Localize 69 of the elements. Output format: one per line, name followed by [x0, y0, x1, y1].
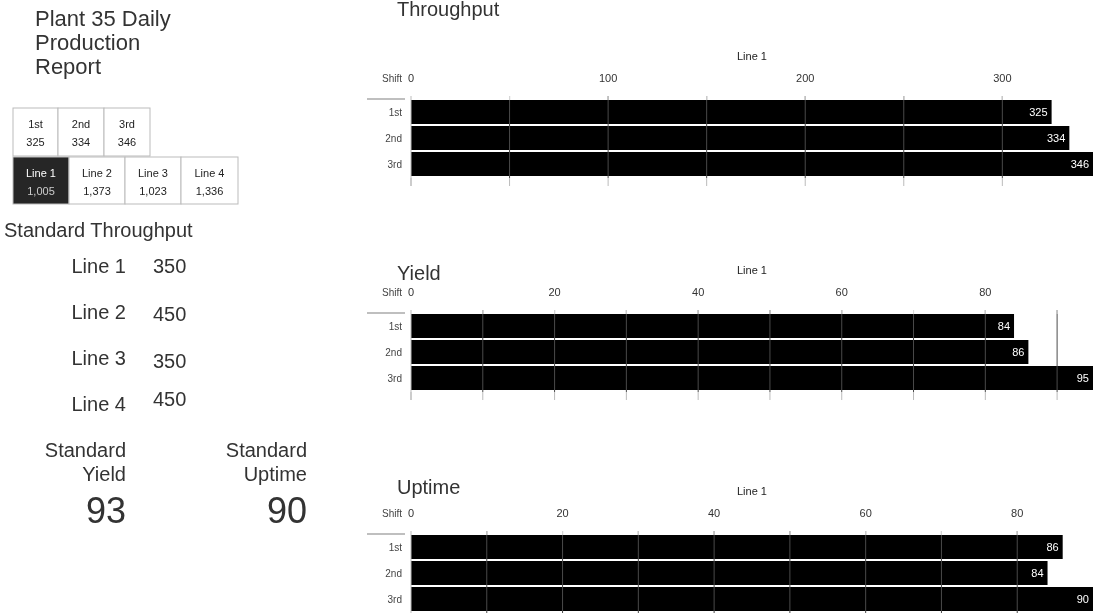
- y-tick-label: 2nd: [385, 133, 402, 144]
- text: Plant 35 Daily Production Report: [35, 6, 171, 79]
- text: 1,373: [83, 185, 111, 197]
- x-tick-label: 0: [407, 72, 415, 84]
- chart-title: Uptime: [397, 476, 461, 498]
- data-label: 325: [1029, 106, 1048, 118]
- x-axis-title: Line 1: [737, 264, 767, 276]
- chart-title: Yield: [397, 262, 441, 284]
- text: 93: [85, 490, 126, 531]
- text: Line 4: [71, 393, 126, 415]
- y-tick-label: 3rd: [387, 159, 402, 170]
- text: 90: [266, 490, 307, 531]
- x-axis-title: Line 1: [737, 485, 767, 497]
- chart-title: Throughput: [397, 0, 500, 20]
- x-tick-label: 100: [598, 72, 618, 84]
- text: Line 2: [82, 167, 112, 179]
- y-tick-label: 3rd: [387, 594, 402, 605]
- x-tick-label: 0: [407, 507, 415, 519]
- y-tick-label: 1st: [388, 107, 403, 118]
- text: Line 3: [138, 167, 168, 179]
- text: Line 4: [194, 167, 225, 179]
- text: 1,005: [27, 185, 55, 197]
- text: 1st: [28, 118, 43, 130]
- data-label: 90: [1076, 593, 1089, 605]
- data-label: 86: [1046, 541, 1059, 553]
- x-tick-label: 300: [993, 72, 1012, 84]
- text: Line 2: [71, 301, 126, 323]
- y-axis-title: Shift: [381, 508, 403, 519]
- x-tick-label: 20: [548, 286, 561, 298]
- x-axis-title: Line 1: [737, 50, 767, 62]
- text: 1,023: [139, 185, 167, 197]
- text: 1,336: [195, 185, 224, 197]
- x-tick-label: 80: [1011, 507, 1024, 519]
- x-tick-label: 40: [692, 286, 705, 298]
- data-label: 84: [997, 320, 1011, 332]
- text: 2nd: [71, 118, 91, 130]
- x-tick-label: 80: [979, 286, 992, 298]
- x-tick-label: 60: [835, 286, 848, 298]
- text: 3rd: [119, 118, 135, 130]
- text: Line 1: [71, 255, 126, 277]
- text: Standard Yield: [44, 439, 126, 485]
- y-axis-title: Shift: [381, 287, 403, 298]
- text: 334: [71, 136, 91, 148]
- text: Standard Uptime: [225, 439, 307, 485]
- text: 350: [153, 350, 187, 372]
- text: 346: [117, 136, 137, 148]
- y-tick-label: 1st: [388, 321, 403, 332]
- x-tick-label: 0: [407, 286, 415, 298]
- y-tick-label: 2nd: [385, 568, 402, 579]
- y-tick-label: 3rd: [387, 373, 402, 384]
- text: 325: [26, 136, 45, 148]
- y-tick-label: 1st: [388, 542, 403, 553]
- data-label: 84: [1031, 567, 1044, 579]
- x-tick-label: 200: [796, 72, 815, 84]
- x-tick-label: 20: [556, 507, 569, 519]
- data-label: 334: [1046, 132, 1066, 144]
- x-tick-label: 60: [859, 507, 872, 519]
- text: 350: [153, 255, 187, 277]
- text: Line 1: [26, 167, 56, 179]
- data-label: 95: [1076, 372, 1089, 384]
- x-tick-label: 40: [707, 507, 721, 519]
- text: 450: [153, 303, 187, 325]
- text: Standard Throughput: [4, 219, 194, 241]
- text: 450: [153, 388, 187, 410]
- y-tick-label: 2nd: [385, 347, 402, 358]
- data-label: 86: [1012, 346, 1025, 358]
- y-axis-title: Shift: [381, 73, 403, 84]
- data-label: 346: [1070, 158, 1089, 170]
- text: Line 3: [71, 347, 126, 369]
